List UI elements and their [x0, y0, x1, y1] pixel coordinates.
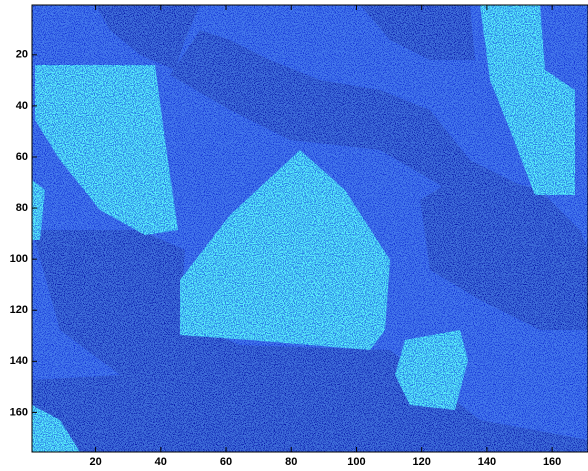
x-tick-label: 100	[347, 456, 365, 468]
y-tick-label: 120	[10, 304, 28, 316]
image	[32, 5, 588, 452]
x-tick-label: 160	[543, 456, 561, 468]
y-tick-label: 20	[16, 49, 28, 61]
y-tick-label: 140	[10, 355, 28, 367]
y-tick-label: 80	[16, 202, 28, 214]
chart: 20 40 60 80 100 120 140 160 20 40 60 80 100 120 140 160	[0, 0, 588, 471]
x-tick-label: 80	[285, 456, 297, 468]
x-tick-label: 40	[155, 456, 167, 468]
y-tick-label: 60	[16, 151, 28, 163]
x-tick-label: 60	[220, 456, 232, 468]
x-tick-label: 120	[413, 456, 431, 468]
y-tick-label: 40	[16, 100, 28, 112]
y-tick-label: 100	[10, 253, 28, 265]
x-tick-label: 140	[478, 456, 496, 468]
y-tick-label: 160	[10, 406, 28, 418]
x-tick-label: 20	[89, 456, 101, 468]
